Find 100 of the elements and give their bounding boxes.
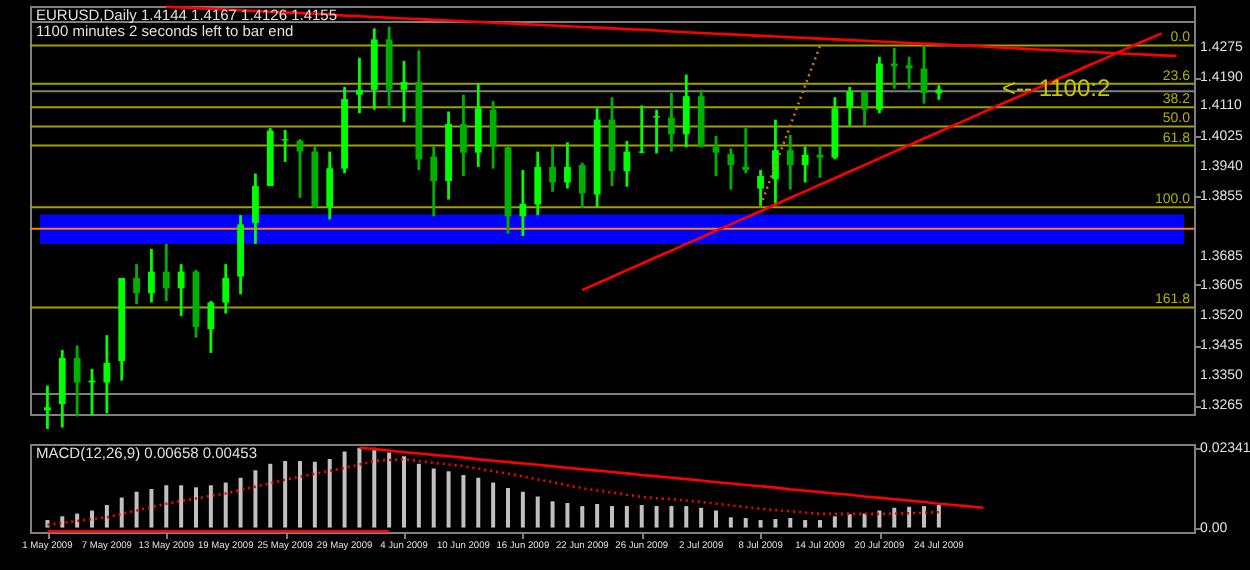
candlestick [103, 333, 111, 415]
bar [283, 461, 288, 528]
line-series [759, 44, 822, 207]
bar [758, 520, 763, 528]
candlestick [400, 59, 408, 124]
candlestick [489, 99, 497, 171]
bar [892, 507, 897, 528]
bar [179, 485, 184, 528]
candlestick [356, 56, 363, 115]
candlestick [876, 55, 883, 115]
bar [639, 505, 644, 528]
bar [223, 482, 228, 528]
candlestick [430, 145, 438, 218]
bar [743, 518, 748, 528]
candlestick [861, 89, 868, 128]
bar [134, 491, 139, 528]
bar [60, 516, 65, 528]
bar [803, 520, 808, 528]
bar [75, 513, 80, 528]
candlestick [252, 172, 259, 246]
bar [877, 510, 882, 528]
bar [610, 506, 614, 528]
candlestick [519, 168, 527, 238]
candlestick [801, 145, 809, 184]
candlestick [177, 262, 185, 318]
candlestick [816, 144, 824, 180]
bar [907, 506, 912, 528]
candlestick [281, 128, 289, 164]
candlestick [578, 161, 586, 210]
candlestick [73, 344, 81, 418]
bar [788, 518, 793, 528]
candlestick [222, 262, 230, 315]
bar [862, 513, 867, 528]
bar [936, 505, 941, 528]
bar [922, 506, 926, 528]
bar [669, 506, 674, 528]
candlestick [162, 242, 170, 303]
bar [253, 470, 258, 528]
bar [520, 491, 525, 528]
bar [773, 519, 778, 528]
candlestick [846, 85, 854, 128]
candlestick [742, 126, 750, 175]
bar [208, 485, 213, 528]
bar [580, 506, 585, 528]
candlestick [638, 104, 646, 155]
candlestick [133, 262, 140, 306]
bar [550, 501, 555, 528]
candlestick [668, 91, 675, 153]
bar [818, 520, 822, 528]
bar [268, 463, 273, 528]
bar [416, 463, 421, 528]
candlestick [682, 73, 690, 149]
bar [387, 452, 392, 528]
candlestick [786, 133, 794, 191]
bar [327, 459, 332, 528]
line-series [46, 458, 941, 527]
candlestick [44, 384, 51, 431]
bar [402, 456, 406, 528]
bar [431, 468, 436, 528]
bar [357, 447, 362, 528]
bar [238, 477, 243, 528]
bar [491, 482, 496, 528]
bar [728, 517, 733, 528]
bar [832, 516, 837, 528]
bar [298, 461, 302, 528]
bar [372, 447, 377, 528]
candlestick [474, 82, 482, 169]
candlestick [772, 118, 779, 207]
bar [104, 505, 109, 528]
bar [342, 451, 347, 528]
candlestick [920, 42, 928, 106]
bar [654, 506, 659, 528]
candlestick [207, 299, 215, 355]
bar [684, 506, 689, 528]
candlestick [727, 146, 735, 191]
bar [535, 496, 540, 528]
candlestick [58, 348, 66, 429]
bar [90, 510, 94, 528]
candlestick [326, 150, 334, 221]
bar [476, 477, 481, 528]
bar [565, 503, 570, 528]
candlestick [623, 139, 631, 189]
candlestick [549, 145, 556, 194]
bar [847, 514, 852, 528]
candlestick [757, 168, 764, 208]
bar [506, 488, 510, 528]
bar [714, 510, 718, 528]
bar [149, 489, 154, 528]
bar [119, 497, 124, 528]
bar [312, 461, 317, 528]
bar [595, 504, 600, 528]
bar [699, 507, 704, 528]
candlestick [564, 140, 571, 190]
bar [446, 471, 451, 528]
bar [624, 506, 629, 528]
candlestick [905, 55, 913, 91]
bar [194, 487, 198, 528]
bar [164, 485, 169, 528]
candlestick [460, 93, 467, 178]
candlestick [534, 150, 542, 217]
